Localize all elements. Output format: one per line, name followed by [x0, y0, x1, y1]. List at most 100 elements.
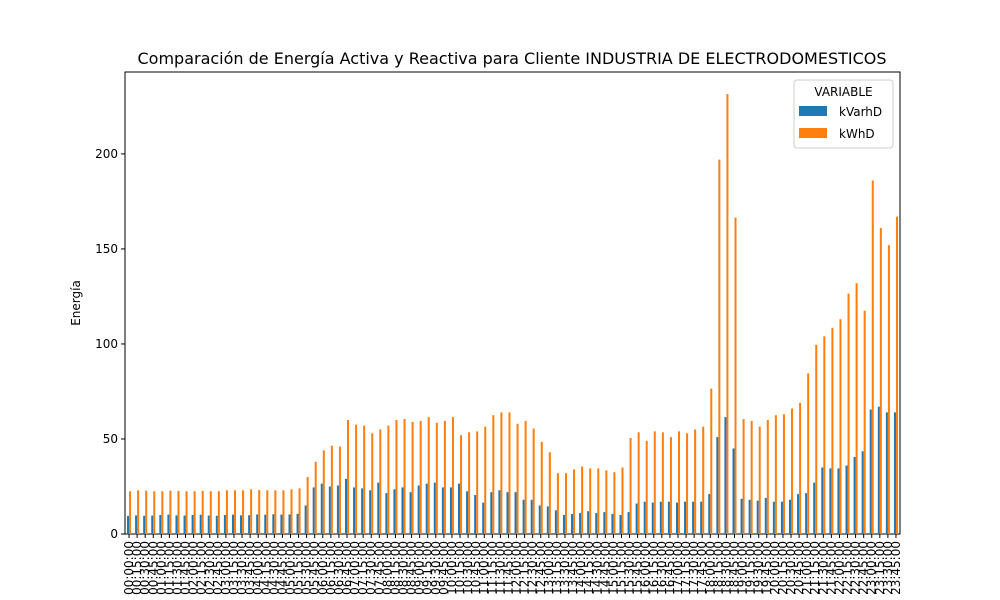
x-tick-label: 08:00:00	[380, 541, 394, 595]
bar	[734, 217, 737, 535]
y-tick-label: 50	[103, 432, 118, 446]
x-tick-label: 12:15:00	[518, 541, 532, 595]
bar	[692, 501, 695, 534]
bar	[605, 470, 608, 534]
x-tick-label: 00:30:00	[138, 541, 152, 595]
bar	[175, 515, 178, 534]
bar	[435, 422, 438, 534]
bar	[893, 412, 896, 534]
bar	[476, 431, 479, 534]
bar	[328, 486, 331, 534]
bar	[766, 419, 769, 534]
bar	[395, 419, 398, 534]
bar	[885, 412, 888, 534]
x-tick-label: 07:45:00	[372, 541, 386, 595]
bar	[677, 431, 681, 534]
x-tick-label: 20:15:00	[776, 541, 790, 595]
bar	[774, 415, 777, 534]
bar	[839, 319, 842, 534]
x-tick-label: 20:00:00	[768, 541, 782, 595]
bar	[621, 467, 624, 534]
bar	[425, 483, 428, 534]
x-tick-label: 03:45:00	[243, 541, 257, 595]
x-tick-label: 10:30:00	[461, 541, 475, 595]
bar	[764, 497, 767, 534]
bar	[797, 494, 800, 534]
x-tick-label: 14:15:00	[582, 541, 596, 595]
bar	[266, 490, 269, 534]
x-tick-label: 21:00:00	[800, 541, 814, 595]
bar	[871, 180, 874, 534]
bar	[129, 491, 132, 534]
bar	[522, 499, 525, 534]
bar	[433, 482, 436, 534]
bar	[347, 419, 350, 534]
bar	[506, 492, 509, 534]
bar	[169, 490, 172, 534]
bar	[387, 425, 390, 534]
bar	[377, 482, 380, 534]
x-tick-label: 07:30:00	[364, 541, 378, 595]
bar	[724, 417, 727, 534]
x-tick-label: 20:45:00	[792, 541, 806, 595]
x-tick-label: 05:00:00	[283, 541, 297, 595]
bar	[813, 482, 816, 534]
x-tick-label: 23:00:00	[865, 541, 879, 595]
x-tick-label: 10:45:00	[469, 541, 483, 595]
x-tick-label: 04:00:00	[251, 541, 265, 595]
x-tick-label: 14:45:00	[598, 541, 612, 595]
x-tick-label: 15:45:00	[631, 541, 645, 595]
x-tick-label: 10:15:00	[453, 541, 467, 595]
bar	[191, 514, 194, 534]
bar	[223, 514, 226, 534]
x-tick-label: 11:30:00	[493, 541, 507, 595]
bar	[451, 417, 454, 534]
x-tick-label: 08:45:00	[405, 541, 419, 595]
bar	[361, 488, 364, 534]
bar	[127, 515, 130, 534]
bar	[298, 488, 301, 534]
bar	[492, 415, 495, 534]
x-tick-label: 06:45:00	[340, 541, 354, 595]
bar	[611, 514, 614, 534]
bar	[823, 336, 826, 534]
x-tick-label: 04:30:00	[267, 541, 281, 595]
bar	[484, 426, 487, 534]
x-tick-label: 08:30:00	[397, 541, 411, 595]
legend-label: kVarhD	[839, 105, 882, 119]
bar	[379, 429, 382, 534]
x-tick-label: 02:45:00	[211, 541, 225, 595]
x-tick-label: 23:30:00	[881, 541, 895, 595]
bar	[256, 514, 259, 534]
bar	[831, 327, 834, 534]
bar	[290, 489, 293, 534]
bar	[669, 437, 672, 534]
bar	[490, 492, 493, 534]
legend-swatch	[799, 106, 827, 116]
bar	[288, 514, 291, 534]
bar	[330, 445, 333, 534]
x-tick-label: 19:30:00	[752, 541, 766, 595]
bar	[344, 478, 348, 534]
x-tick-label: 13:30:00	[558, 541, 572, 595]
bar	[264, 514, 267, 534]
x-tick-label: 11:00:00	[477, 541, 491, 595]
bar	[853, 457, 856, 534]
bar	[756, 500, 759, 534]
bar	[748, 499, 751, 534]
bar	[498, 490, 501, 534]
bar	[613, 472, 616, 534]
bar	[758, 426, 761, 534]
bar	[306, 476, 309, 534]
bar	[571, 514, 574, 534]
x-tick-label: 08:15:00	[388, 541, 402, 595]
bar	[788, 499, 792, 534]
bar	[207, 515, 210, 534]
x-tick-label: 11:45:00	[501, 541, 515, 595]
bar	[458, 483, 461, 534]
bar	[177, 490, 180, 534]
x-tick-label: 02:15:00	[195, 541, 209, 595]
x-tick-label: 09:45:00	[437, 541, 451, 595]
y-tick-label: 0	[110, 527, 118, 541]
x-tick-label: 02:30:00	[203, 541, 217, 595]
